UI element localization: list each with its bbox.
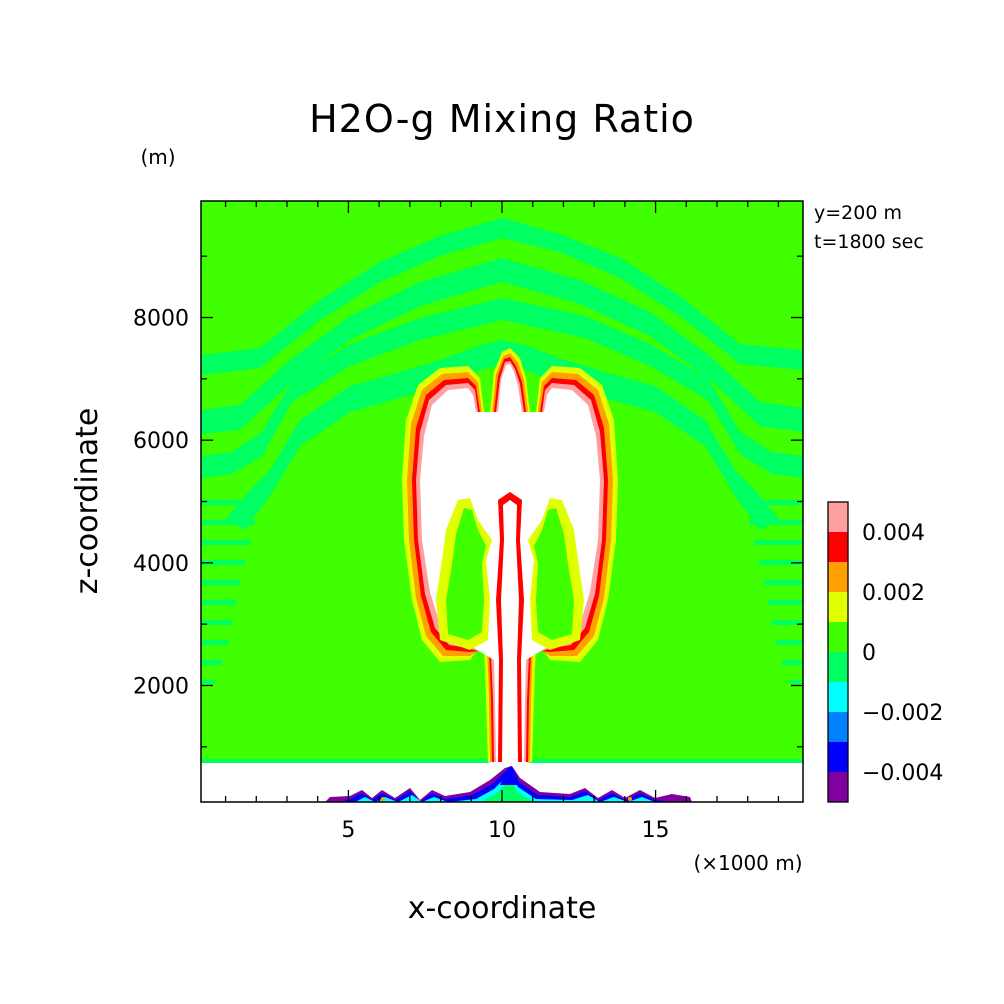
colorbar-swatch — [828, 622, 848, 652]
y-tick-label: 4000 — [133, 552, 189, 577]
gravity-wave-bands — [201, 218, 803, 684]
surface-thermal-cone — [500, 766, 520, 785]
surface-spot-left — [381, 797, 385, 801]
updraft-stem-core — [501, 500, 519, 762]
x-unit-label: (×1000 m) — [693, 851, 802, 875]
chart-title: H2O-g Mixing Ratio — [309, 97, 695, 141]
x-tick-label: 15 — [642, 818, 670, 843]
colorbar-swatch — [828, 502, 848, 532]
x-axis-ticks: 5 10 15 — [224, 201, 780, 843]
colorbar-swatch — [828, 592, 848, 622]
colorbar-swatch — [828, 772, 848, 802]
colorbar-swatch — [828, 682, 848, 712]
colorbar-swatch — [828, 562, 848, 592]
contour-plot-area — [201, 201, 803, 802]
y-tick-label: 2000 — [133, 674, 189, 699]
annotation-time: t=1800 sec — [814, 231, 924, 253]
colorbar: 0.004 0.002 0 −0.002 −0.004 — [827, 501, 943, 803]
colorbar-frame — [827, 501, 849, 803]
colorbar-tick-label: −0.004 — [862, 761, 943, 786]
colorbar-swatch — [828, 652, 848, 682]
y-tick-label: 8000 — [133, 307, 189, 332]
colorbar-tick-label: 0 — [862, 641, 876, 666]
colorbar-swatch — [828, 712, 848, 742]
arch-band-outer — [201, 218, 803, 375]
plume — [402, 348, 618, 762]
y-tick-label: 6000 — [133, 429, 189, 454]
colorbar-swatch — [828, 532, 848, 562]
arch-band-middle — [201, 258, 803, 434]
y-axis-label: z-coordinate — [70, 408, 105, 595]
colorbar-swatch — [828, 742, 848, 772]
surface-spot-right — [628, 797, 632, 801]
plume-inner-left-lobe-green — [446, 508, 486, 640]
colorbar-tick-label: 0.002 — [862, 581, 925, 606]
colorbar-tick-label: −0.002 — [862, 701, 943, 726]
plume-cap-white — [428, 366, 592, 500]
surface-anomalies — [325, 762, 692, 802]
boundary-layer-plume-base — [486, 762, 531, 766]
y-unit-label: (m) — [140, 145, 175, 169]
plume-inner-right-lobe-green — [534, 508, 574, 640]
surface-band-green — [480, 781, 534, 802]
colorbar-tick-label: 0.004 — [862, 521, 925, 546]
x-axis-label: x-coordinate — [408, 891, 597, 926]
x-tick-label: 5 — [341, 818, 355, 843]
x-tick-label: 10 — [488, 818, 516, 843]
arch-band-4 — [225, 340, 780, 530]
annotation-y-position: y=200 m — [814, 202, 902, 224]
y-axis-ticks: 2000 4000 6000 8000 — [133, 255, 803, 748]
